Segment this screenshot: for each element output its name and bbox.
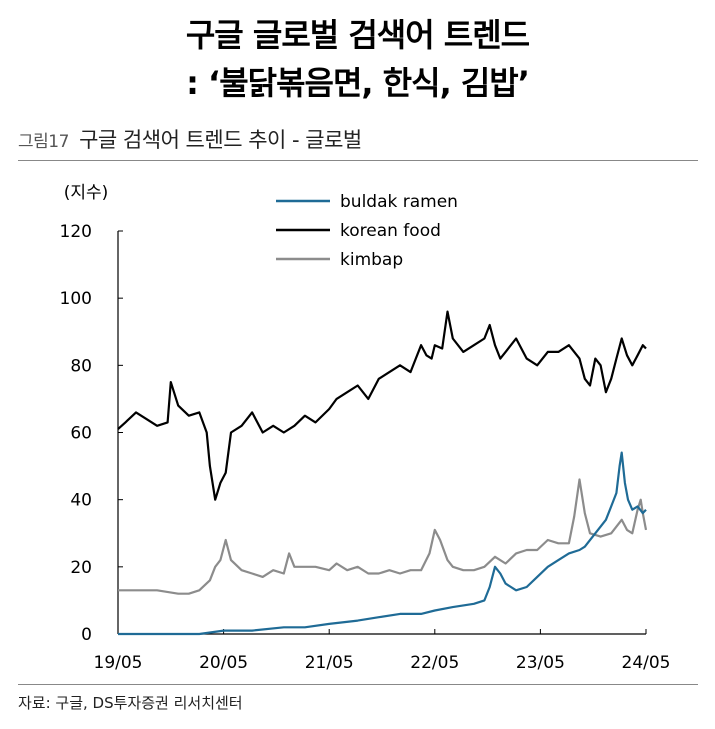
- figure-number: 그림17: [18, 132, 69, 152]
- series-line-buldak-ramen: [118, 451, 647, 636]
- x-tick-label: 23/05: [516, 653, 565, 673]
- x-tick-label: 21/05: [305, 653, 354, 673]
- y-tick-label: 60: [70, 424, 92, 444]
- bottom-rule: [18, 684, 698, 685]
- legend-label: korean food: [340, 221, 441, 241]
- x-tick-label: 20/05: [199, 653, 248, 673]
- y-tick-label: 120: [60, 222, 92, 242]
- x-tick-label: 22/05: [410, 653, 459, 673]
- chart-legend: buldak ramen korean food kimbap: [276, 192, 458, 270]
- x-tick-label: 24/05: [622, 653, 671, 673]
- top-rule: [18, 160, 698, 161]
- headline-line2: : ‘불닭볶음면, 한식, 김밥’: [186, 64, 530, 102]
- y-tick-label: 40: [70, 491, 92, 511]
- x-tick-label: 19/05: [94, 653, 143, 673]
- legend-label: kimbap: [340, 250, 403, 270]
- series-line-korean-food: [117, 310, 647, 501]
- headline-line1: 구글 글로벌 검색어 트렌드: [185, 16, 530, 54]
- y-tick-label: 100: [60, 289, 92, 309]
- y-axis-label: (지수): [64, 183, 109, 203]
- legend-label: buldak ramen: [340, 192, 458, 212]
- y-tick-label: 80: [70, 356, 92, 376]
- series-line-kimbap: [118, 478, 648, 595]
- y-tick-label: 20: [70, 558, 92, 578]
- source-note: 자료: 구글, DS투자증권 리서치센터: [18, 694, 243, 712]
- figure-title: 그림17 구글 검색어 트렌드 추이 - 글로벌: [18, 124, 362, 154]
- y-tick-label: 0: [81, 625, 92, 645]
- chart-axes: (지수) 120 100 80 60 40 20 019/05 20/05 21/05 22/05 2…: [60, 183, 671, 673]
- figure-title-text: 구글 검색어 트렌드 추이 - 글로벌: [79, 128, 362, 152]
- chart-lines: [117, 310, 648, 636]
